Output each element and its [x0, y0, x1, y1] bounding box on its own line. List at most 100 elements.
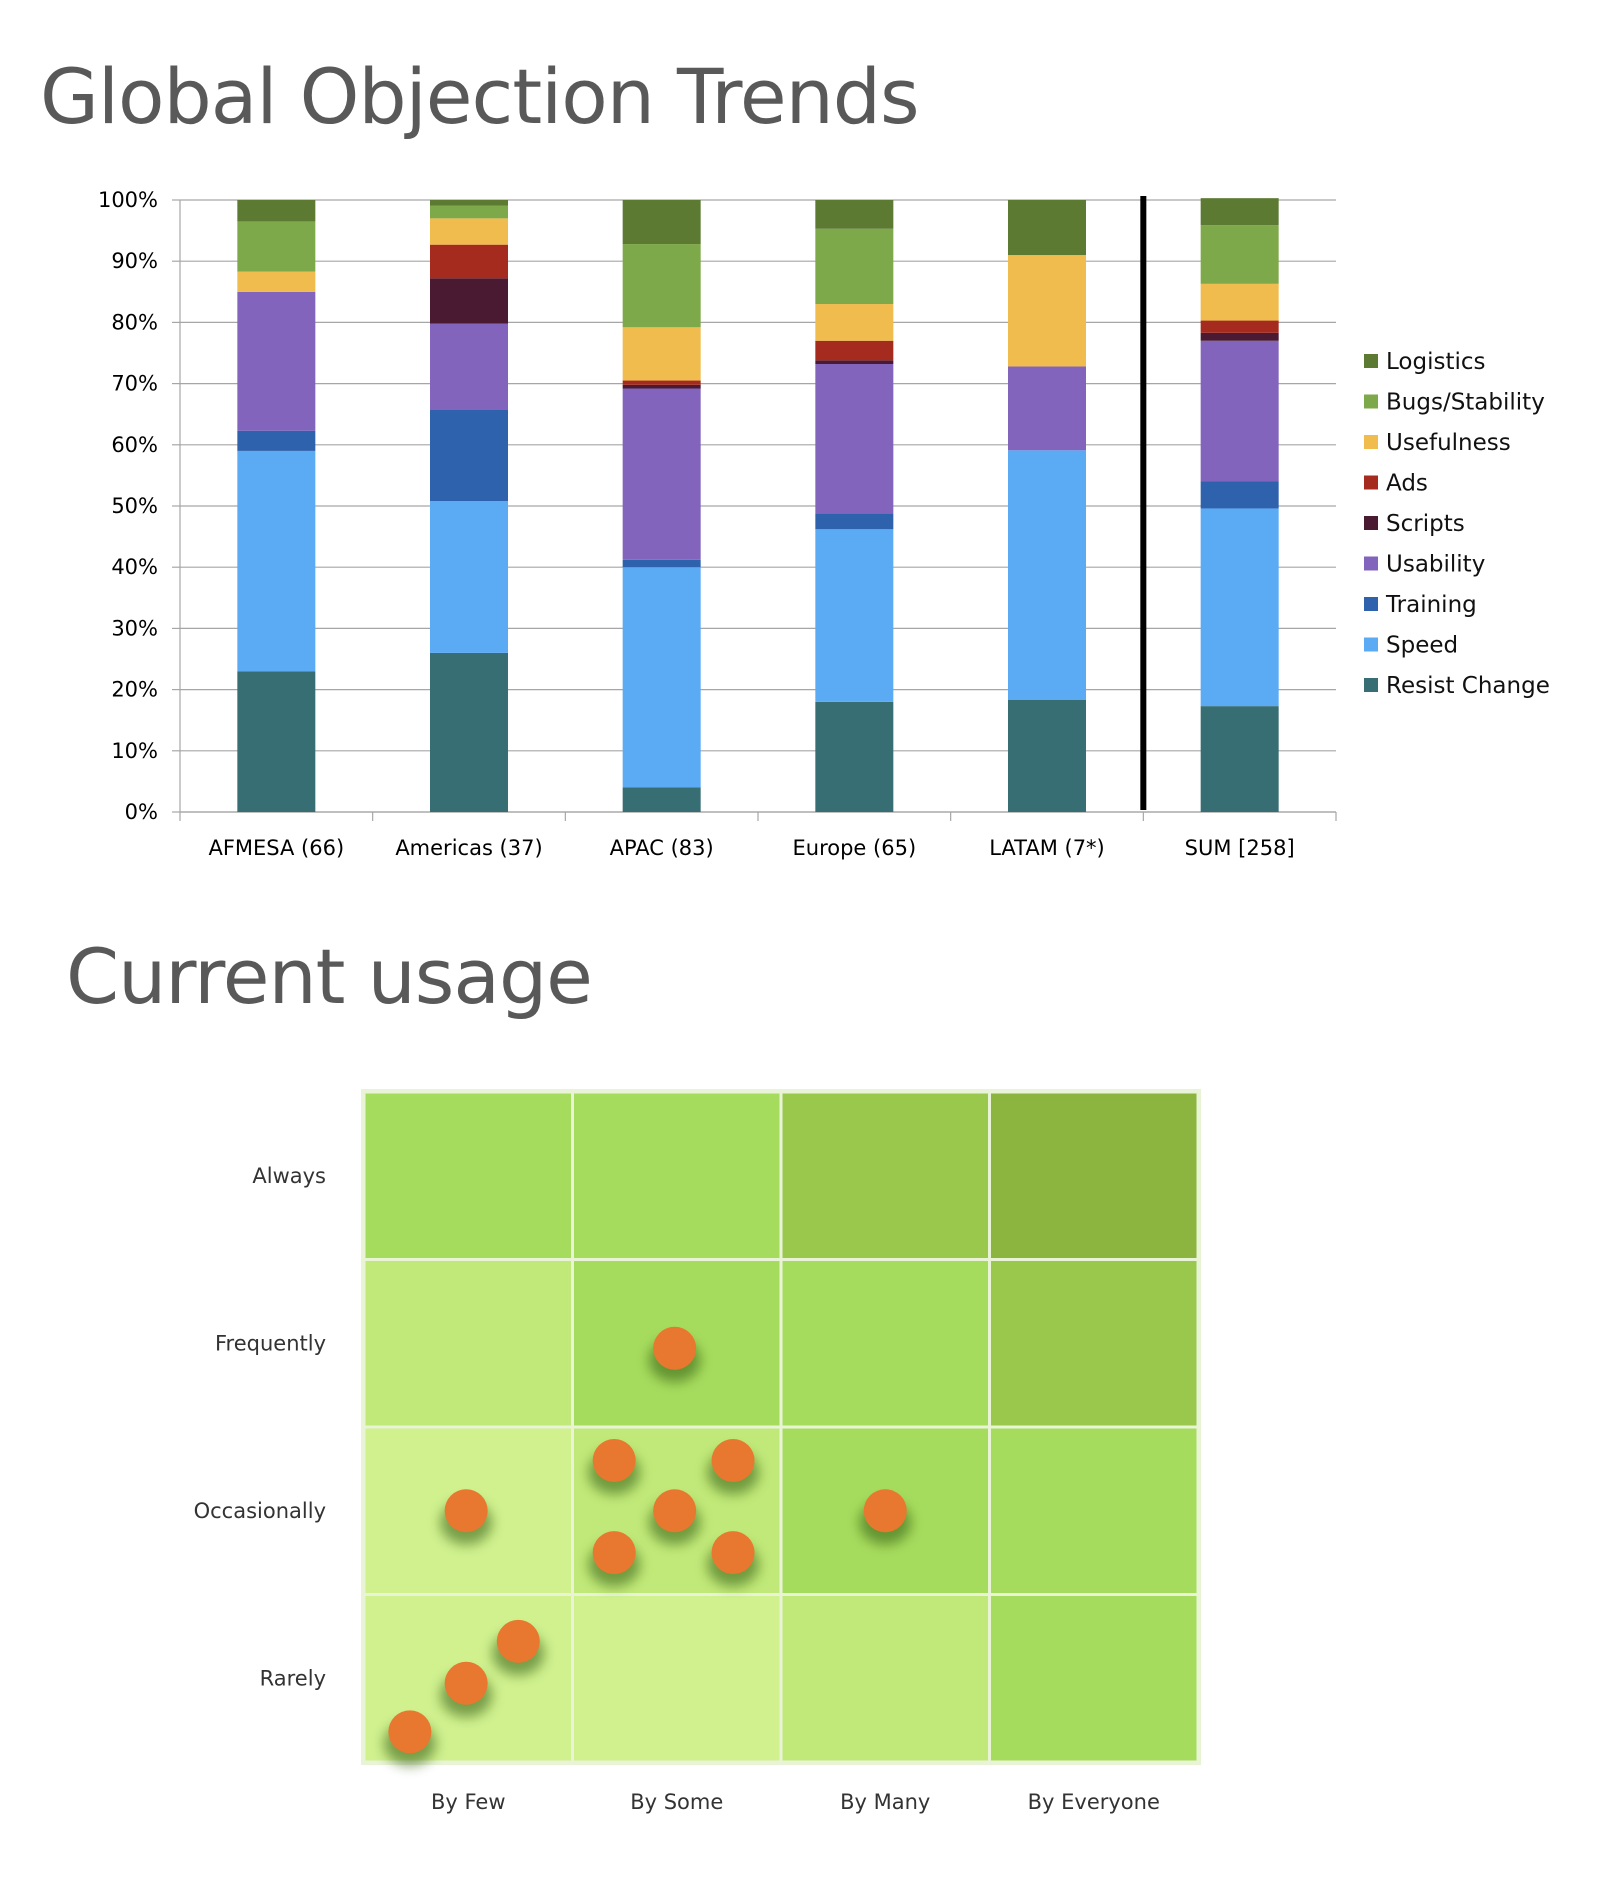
bar-apac-83-resist-change	[622, 787, 701, 812]
y-category-label: Always	[252, 1164, 326, 1188]
bar-sum-258-speed	[1200, 508, 1279, 707]
bar-latam-7-usability	[1008, 366, 1086, 451]
bar-sum-258-usability	[1200, 340, 1279, 482]
y-category-label: Occasionally	[194, 1499, 326, 1523]
bar-apac-83-usability	[622, 388, 701, 560]
bar-afmesa-66-logistics	[237, 200, 316, 222]
bar-sum-258-usefulness	[1200, 283, 1279, 321]
heatmap-cell-always-by-few	[365, 1093, 571, 1258]
heatmap-cell-rarely-by-some	[574, 1596, 780, 1761]
x-category-label: By Some	[630, 1790, 723, 1814]
bar-sum-258-logistics	[1200, 198, 1279, 226]
usage-dot	[496, 1619, 540, 1663]
bar-europe-65-scripts	[815, 360, 894, 365]
bar-europe-65-training	[815, 513, 894, 530]
heatmap-cell-frequently-by-everyone	[991, 1261, 1197, 1426]
x-tick-label: Americas (37)	[395, 836, 542, 860]
bar-europe-65-speed	[815, 529, 894, 702]
bar-europe-65-resist-change	[815, 701, 894, 812]
y-tick-label: 80%	[111, 310, 158, 334]
bar-americas-37-ads	[430, 244, 508, 279]
bar-latam-7-logistics	[1008, 200, 1086, 256]
usage-dot	[444, 1489, 488, 1533]
bar-sum-258-resist-change	[1200, 706, 1279, 812]
legend-swatch-resist-change	[1364, 678, 1378, 692]
bar-europe-65-ads	[815, 340, 894, 361]
legend-swatch-logistics	[1364, 354, 1378, 368]
bar-apac-83-logistics	[622, 200, 701, 245]
heatmap-cell-rarely-by-everyone	[991, 1596, 1197, 1761]
usage-dot	[653, 1326, 697, 1370]
legend-label-ads: Ads	[1386, 471, 1428, 497]
x-category-label: By Everyone	[1028, 1790, 1160, 1814]
legend-swatch-scripts	[1364, 516, 1378, 530]
legend-label-training: Training	[1385, 592, 1477, 618]
x-category-label: By Few	[431, 1790, 506, 1814]
usage-dot	[863, 1489, 907, 1533]
bar-americas-37-resist-change	[430, 652, 508, 812]
bar-afmesa-66-resist-change	[237, 671, 316, 812]
bar-europe-65-bugs-stability	[815, 228, 894, 305]
bar-sum-258-training	[1200, 481, 1279, 509]
usage-dot	[592, 1439, 636, 1482]
heatmap-cell-always-by-some	[574, 1093, 780, 1258]
x-category-label: By Many	[840, 1790, 930, 1814]
heatmap-cell-frequently-by-many	[782, 1261, 988, 1426]
legend-swatch-bugs-stability	[1364, 394, 1378, 409]
legend-label-scripts: Scripts	[1386, 511, 1465, 537]
bar-sum-258-bugs-stability	[1200, 225, 1279, 284]
legend-label-resist-change: Resist Change	[1386, 673, 1550, 699]
usage-dot	[592, 1531, 636, 1575]
bar-europe-65-logistics	[815, 200, 894, 229]
legend-swatch-training	[1364, 597, 1378, 611]
y-category-label: Rarely	[260, 1666, 326, 1690]
bar-americas-37-logistics	[430, 200, 508, 206]
bar-apac-83-training	[622, 559, 701, 568]
heatmap-cell-frequently-by-few	[365, 1261, 571, 1426]
bar-latam-7-speed	[1008, 450, 1086, 701]
usage-dot	[388, 1710, 432, 1754]
usage-dot	[711, 1531, 755, 1575]
legend-label-bugs-stability: Bugs/Stability	[1386, 390, 1545, 416]
bar-afmesa-66-bugs-stability	[237, 221, 316, 272]
x-tick-label: AFMESA (66)	[208, 836, 344, 860]
bar-apac-83-scripts	[622, 384, 701, 389]
y-tick-label: 30%	[111, 616, 158, 640]
heatmap-cell-always-by-many	[782, 1093, 988, 1258]
x-tick-label: APAC (83)	[610, 836, 714, 860]
bar-apac-83-bugs-stability	[622, 244, 701, 328]
bar-apac-83-usefulness	[622, 327, 701, 381]
page-title: Global Objection Trends	[40, 52, 920, 141]
bar-apac-83-speed	[622, 567, 701, 788]
legend-swatch-usability	[1364, 556, 1378, 571]
bar-americas-37-training	[430, 409, 508, 502]
heatmap-cell-always-by-everyone	[991, 1093, 1197, 1258]
y-tick-label: 90%	[111, 249, 158, 273]
heatmap-cell-rarely-by-many	[782, 1596, 988, 1761]
legend-label-usefulness: Usefulness	[1386, 430, 1511, 456]
y-tick-label: 70%	[111, 372, 158, 396]
bar-sum-258-ads	[1200, 320, 1279, 333]
legend-swatch-speed	[1364, 637, 1378, 652]
y-tick-label: 60%	[111, 433, 158, 457]
y-category-label: Frequently	[215, 1331, 326, 1355]
bar-afmesa-66-usefulness	[237, 271, 316, 292]
bar-americas-37-scripts	[430, 278, 508, 324]
x-tick-label: LATAM (7*)	[989, 836, 1105, 860]
bar-afmesa-66-usability	[237, 291, 316, 431]
legend-label-speed: Speed	[1386, 633, 1458, 659]
usage-dot	[653, 1489, 697, 1533]
bar-apac-83-ads	[622, 380, 701, 385]
x-tick-label: Europe (65)	[793, 836, 917, 860]
objection-stacked-bar-chart: 0% 10% 20% 30% 40% 50% 60% 70% 80% 90% 100% AFMESA …	[98, 188, 1550, 860]
y-tick-label: 100%	[98, 188, 158, 212]
bar-afmesa-66-training	[237, 430, 316, 451]
usage-dot	[711, 1439, 755, 1482]
legend-label-logistics: Logistics	[1386, 349, 1486, 375]
bar-afmesa-66-speed	[237, 450, 316, 672]
y-tick-label: 0%	[125, 800, 158, 824]
y-tick-label: 10%	[111, 739, 158, 763]
bar-latam-7-usefulness	[1008, 255, 1086, 367]
bar-americas-37-usability	[430, 323, 508, 410]
